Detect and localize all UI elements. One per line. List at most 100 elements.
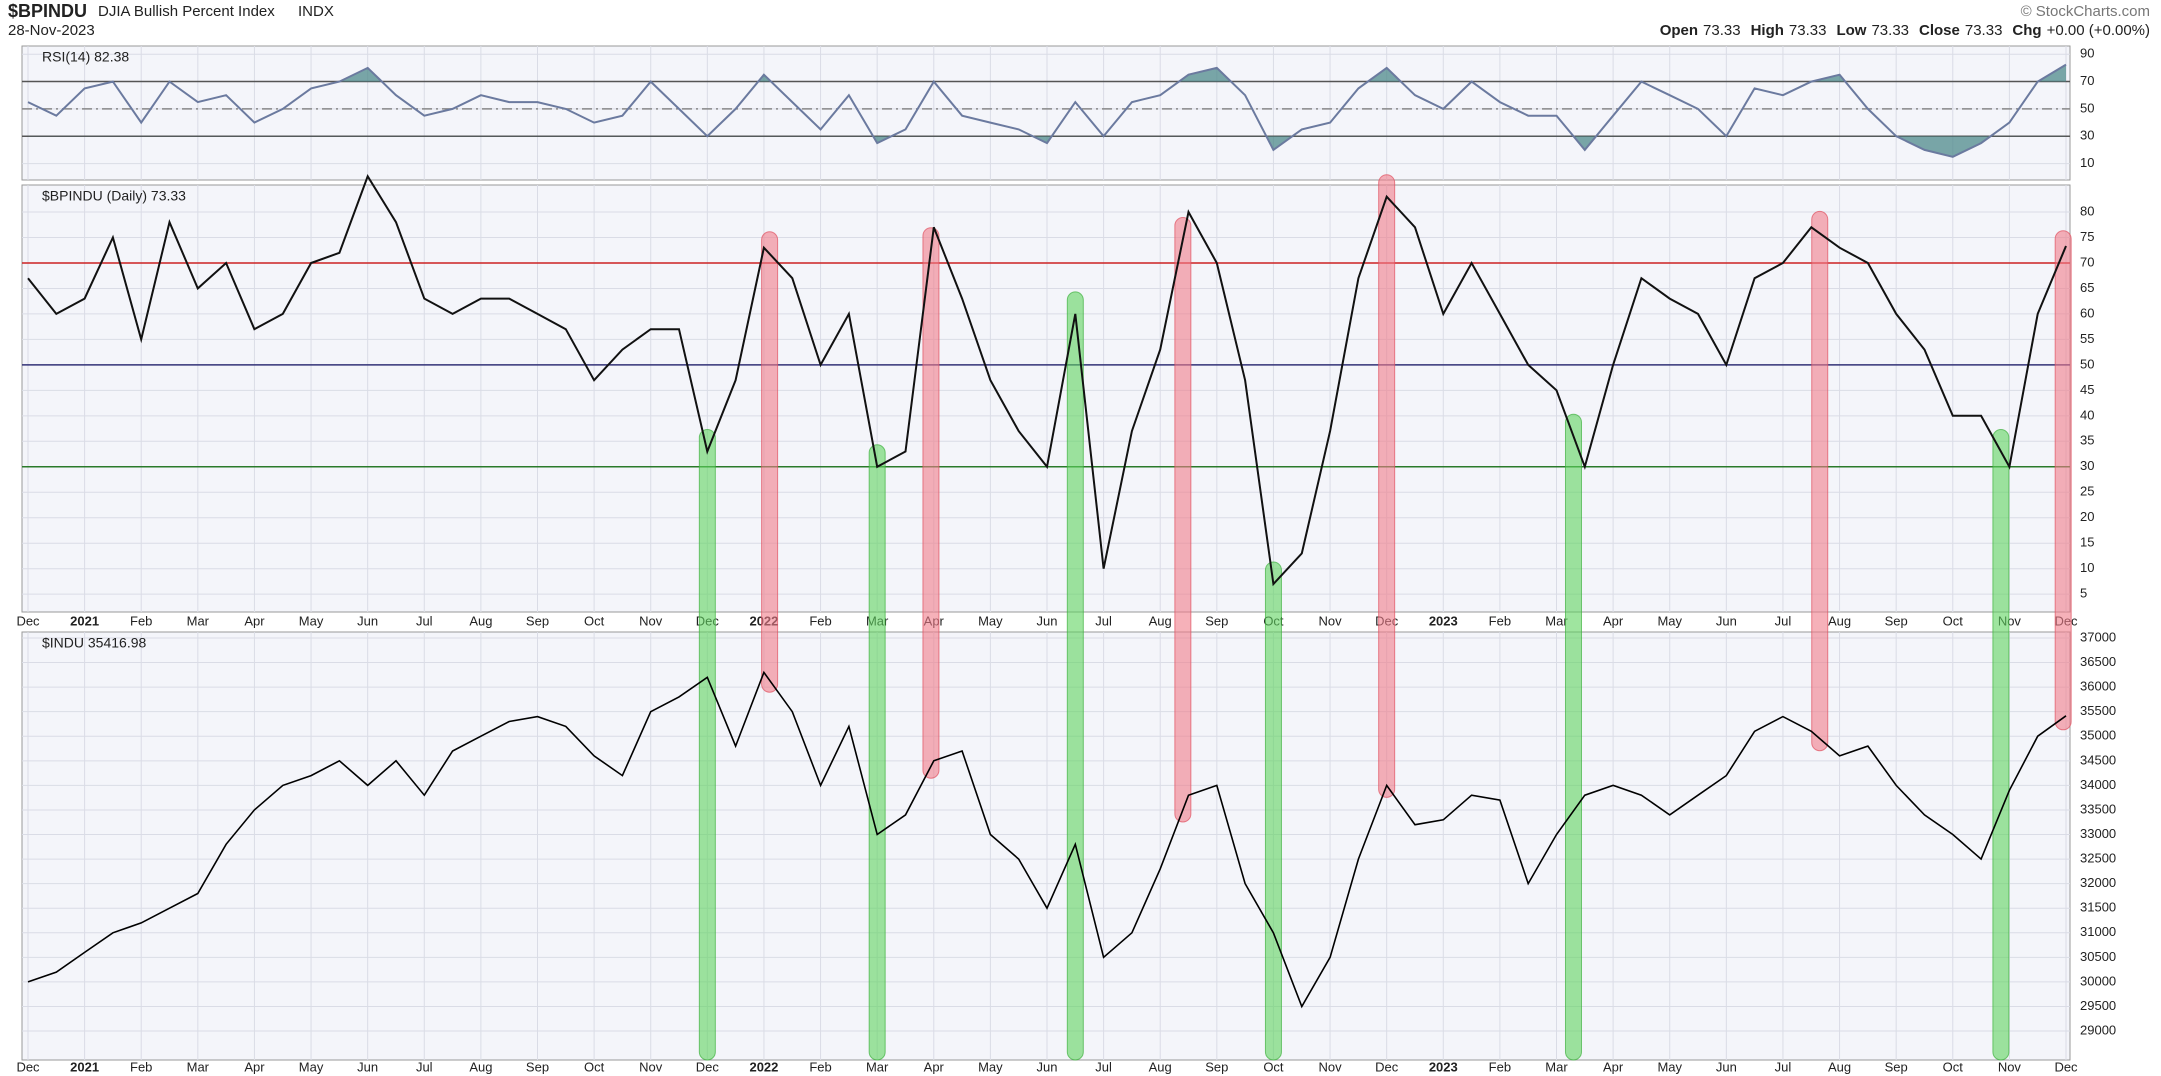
x-tick-label: Oct — [1943, 1059, 1964, 1074]
x-tick-label: Nov — [639, 613, 663, 628]
x-tick-label: Sep — [1885, 1059, 1908, 1074]
series-line — [27, 174, 2067, 587]
credit: © StockCharts.com — [2021, 3, 2150, 20]
quote-value: 73.33 — [1965, 22, 2003, 39]
x-tick-label: Nov — [1318, 613, 1342, 628]
x-tick-label: Dec — [2054, 1059, 2078, 1074]
x-tick-label: Dec — [16, 1059, 40, 1074]
x-tick-label: May — [1657, 1059, 1682, 1074]
x-tick-label: Apr — [244, 613, 265, 628]
x-tick-label: 2023 — [1429, 613, 1458, 628]
sell-highlight — [922, 227, 940, 779]
quote-label: Chg — [2012, 22, 2041, 39]
quote-label: Open — [1660, 22, 1698, 39]
y-tick-label: 50 — [2080, 356, 2094, 371]
x-tick-label: Oct — [1263, 1059, 1284, 1074]
buy-highlight — [1992, 428, 2010, 1061]
y-tick-label: 35500 — [2080, 703, 2116, 718]
x-tick-label: Nov — [639, 1059, 663, 1074]
y-tick-label: 34500 — [2080, 752, 2116, 767]
x-tick-label: Sep — [1205, 613, 1228, 628]
y-tick-label: 70 — [2080, 254, 2094, 269]
quote-value: +0.00 (+0.00%) — [2047, 22, 2150, 39]
x-tick-label: Oct — [1943, 613, 1964, 628]
panel-title: $INDU 35416.98 — [42, 635, 147, 651]
series-line — [27, 670, 2067, 1009]
y-tick-label: 5 — [2080, 586, 2087, 601]
y-tick-label: 25 — [2080, 484, 2094, 499]
y-tick-label: 90 — [2080, 46, 2094, 61]
y-tick-label: 30 — [2080, 458, 2094, 473]
y-tick-label: 36000 — [2080, 679, 2116, 694]
buy-highlight — [698, 428, 716, 1061]
sell-highlight — [1378, 174, 1396, 798]
x-tick-label: May — [1657, 613, 1682, 628]
x-tick-label: 2022 — [749, 1059, 778, 1074]
x-tick-label: Aug — [1149, 613, 1172, 628]
y-tick-label: 60 — [2080, 305, 2094, 320]
y-tick-label: 30 — [2080, 128, 2094, 143]
x-tick-label: Mar — [187, 613, 210, 628]
y-tick-label: 31500 — [2080, 900, 2116, 915]
x-tick-label: Jun — [1716, 613, 1737, 628]
x-tick-label: Dec — [696, 1059, 720, 1074]
y-tick-label: 55 — [2080, 331, 2094, 346]
x-tick-label: Jun — [357, 613, 378, 628]
x-tick-label: Jun — [357, 1059, 378, 1074]
y-tick-label: 75 — [2080, 229, 2094, 244]
exchange: INDX — [298, 3, 334, 20]
x-tick-label: Jun — [1037, 1059, 1058, 1074]
y-tick-label: 32500 — [2080, 851, 2116, 866]
x-tick-label: Feb — [809, 1059, 831, 1074]
y-tick-label: 36500 — [2080, 654, 2116, 669]
x-tick-label: Mar — [1545, 1059, 1568, 1074]
y-tick-label: 15 — [2080, 535, 2094, 550]
quote-value: 73.33 — [1871, 22, 1909, 39]
y-tick-label: 37000 — [2080, 629, 2116, 644]
x-tick-label: Feb — [1489, 613, 1511, 628]
x-tick-label: Apr — [1603, 1059, 1624, 1074]
y-tick-label: 32000 — [2080, 875, 2116, 890]
x-tick-label: Feb — [1489, 1059, 1511, 1074]
x-tick-label: Dec — [1375, 1059, 1399, 1074]
quote-label: Low — [1836, 22, 1866, 39]
x-tick-label: 2021 — [70, 1059, 99, 1074]
sell-highlight — [2054, 230, 2072, 731]
y-tick-label: 50 — [2080, 100, 2094, 115]
quote-value: 73.33 — [1703, 22, 1741, 39]
x-tick-label: Apr — [1603, 613, 1624, 628]
y-tick-label: 29500 — [2080, 998, 2116, 1013]
x-tick-label: Aug — [469, 1059, 492, 1074]
x-tick-label: Apr — [924, 1059, 945, 1074]
x-tick-label: Oct — [584, 613, 605, 628]
quote-label: High — [1751, 22, 1784, 39]
x-tick-label: Sep — [1885, 613, 1908, 628]
y-tick-label: 10 — [2080, 560, 2094, 575]
y-tick-label: 10 — [2080, 155, 2094, 170]
y-tick-label: 40 — [2080, 407, 2094, 422]
sell-highlight — [1811, 210, 1829, 752]
x-tick-label: Mar — [866, 1059, 889, 1074]
buy-highlight — [868, 444, 886, 1061]
x-tick-label: Jul — [1095, 613, 1112, 628]
x-tick-label: Feb — [130, 1059, 152, 1074]
y-tick-label: 35 — [2080, 433, 2094, 448]
quote-label: Close — [1919, 22, 1960, 39]
x-tick-label: Feb — [130, 613, 152, 628]
x-tick-label: Mar — [1545, 613, 1568, 628]
x-tick-label: May — [978, 1059, 1003, 1074]
x-tick-label: Apr — [244, 1059, 265, 1074]
x-tick-label: Jul — [1095, 1059, 1112, 1074]
y-tick-label: 33500 — [2080, 801, 2116, 816]
series-line — [27, 63, 2067, 158]
y-tick-label: 34000 — [2080, 777, 2116, 792]
x-tick-label: Nov — [1998, 1059, 2022, 1074]
date: 28-Nov-2023 — [8, 22, 95, 39]
x-tick-label: Aug — [1828, 1059, 1851, 1074]
x-tick-label: Jul — [416, 1059, 433, 1074]
x-tick-label: Sep — [526, 613, 549, 628]
buy-highlight — [1564, 413, 1582, 1061]
y-tick-label: 80 — [2080, 203, 2094, 218]
rsi-fill — [28, 136, 2066, 157]
